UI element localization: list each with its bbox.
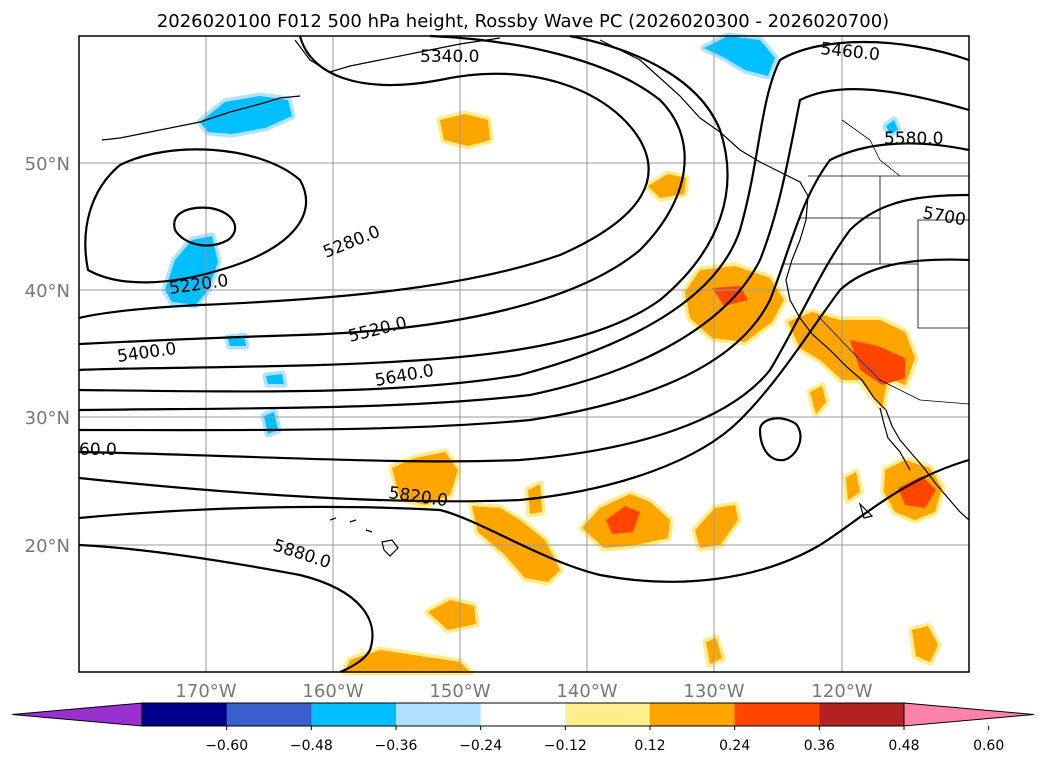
contour-line xyxy=(78,543,374,674)
contour-label: 5580.0 xyxy=(884,129,943,149)
colorbar-tick-label: 0.24 xyxy=(719,738,750,754)
colorbar-tick-label: 0.36 xyxy=(804,738,835,754)
anomaly-patch xyxy=(388,448,462,509)
anomaly-core xyxy=(898,476,936,508)
colorbar-tick-label: 0.12 xyxy=(634,738,665,754)
lon-label: 130°W xyxy=(683,681,744,702)
anomaly-patch xyxy=(262,370,288,388)
contour-line xyxy=(78,40,970,393)
positive-anomaly-shading xyxy=(341,110,946,676)
colorbar-tick-label: −0.36 xyxy=(375,738,418,754)
contour-line xyxy=(78,142,970,432)
anomaly-patch xyxy=(908,622,942,666)
contour-line xyxy=(84,148,308,284)
political-borders xyxy=(784,119,970,405)
lat-label: 50°N xyxy=(25,154,70,175)
contour-line xyxy=(78,458,970,583)
colorbar-segment xyxy=(734,703,820,726)
colorbar-extend-high xyxy=(903,702,1035,727)
aleutian-islands xyxy=(101,95,301,141)
colorbar-segment xyxy=(142,703,228,726)
colorbar-tick-label: −0.60 xyxy=(205,738,248,754)
anomaly-patch xyxy=(161,232,222,309)
contour-label: 60.0 xyxy=(79,440,117,460)
anomaly-patch xyxy=(691,501,742,552)
latitude-labels: 50°N 40°N 30°N 20°N xyxy=(25,154,70,557)
colorbar-extend-low xyxy=(11,702,143,727)
lon-label: 150°W xyxy=(429,681,490,702)
lon-label: 120°W xyxy=(811,681,872,702)
lon-label: 140°W xyxy=(556,681,617,702)
map-panel: 5340.0 5460.0 5580.0 5700 5280.0 5220.0 … xyxy=(78,32,970,676)
map-frame xyxy=(78,35,970,673)
graticule xyxy=(79,36,969,672)
contour-line xyxy=(78,35,650,320)
anomaly-patch xyxy=(424,596,480,634)
baja-california xyxy=(879,407,970,521)
anomaly-patch xyxy=(196,92,296,138)
colorbar-segment xyxy=(311,703,397,726)
lon-label: 170°W xyxy=(175,681,236,702)
lat-label: 30°N xyxy=(25,408,70,429)
colorbar-segment xyxy=(226,703,312,726)
guadalupe-island xyxy=(858,501,874,519)
colorbar-tick-label: −0.12 xyxy=(544,738,587,754)
contour-line xyxy=(173,206,237,247)
colorbar-segment xyxy=(480,703,566,726)
contour-line xyxy=(78,34,686,346)
figure-title: 2026020100 F012 500 hPa height, Rossby W… xyxy=(157,11,889,32)
lat-label: 40°N xyxy=(25,281,70,302)
contour-line xyxy=(78,34,729,372)
contour-line xyxy=(758,417,802,462)
anomaly-patch xyxy=(436,110,494,150)
colorbar-tick-label: −0.24 xyxy=(459,738,502,754)
colorbar-segment xyxy=(650,703,736,726)
lat-label: 20°N xyxy=(25,536,70,557)
colorbar: −0.60 −0.48 −0.36 −0.24 −0.12 0.12 0.24 0.36 0.4… xyxy=(11,702,1035,754)
contour-line xyxy=(78,258,970,503)
negative-anomaly-shading xyxy=(161,32,902,438)
contour-label: 5340.0 xyxy=(420,47,479,67)
colorbar-tick-label: 0.48 xyxy=(888,738,919,754)
anomaly-patch xyxy=(681,262,788,346)
contour-line xyxy=(78,193,970,463)
state-borders xyxy=(784,176,970,405)
colorbar-segment xyxy=(396,703,482,726)
us-west-coast xyxy=(785,195,887,411)
lon-label: 160°W xyxy=(302,681,363,702)
colorbar-tick-label: −0.48 xyxy=(290,738,333,754)
anomaly-patch xyxy=(468,502,564,586)
longitude-labels: 170°W 160°W 150°W 140°W 130°W 120°W xyxy=(175,681,872,702)
anomaly-patch xyxy=(842,468,864,504)
anomaly-core xyxy=(850,340,905,385)
anomaly-patch xyxy=(882,116,902,138)
anomaly-patch xyxy=(644,170,690,202)
height-contours xyxy=(78,34,970,674)
anomaly-core xyxy=(606,506,640,534)
colorbar-frame xyxy=(141,702,905,727)
colorbar-segment xyxy=(819,703,905,726)
canada-provincial-border xyxy=(841,119,901,177)
hawaii-islands xyxy=(329,517,399,557)
contour-line xyxy=(78,88,970,412)
anomaly-patch xyxy=(806,382,830,418)
colorbar-tick-label: 0.60 xyxy=(973,738,1004,754)
colorbar-segment xyxy=(565,703,651,726)
